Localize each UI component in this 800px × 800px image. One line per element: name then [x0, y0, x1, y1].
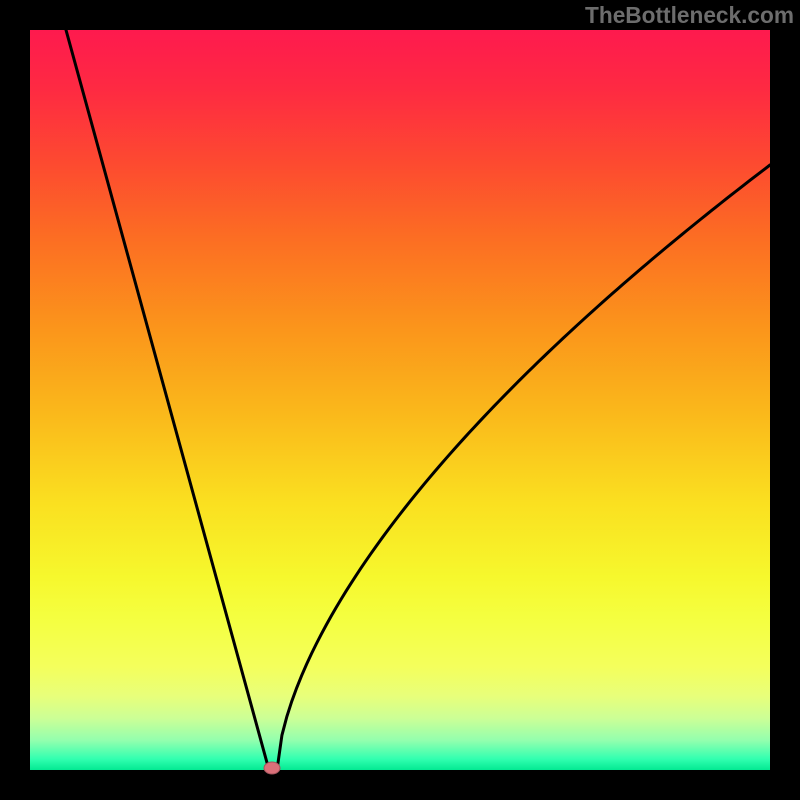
frame-right	[770, 0, 800, 800]
frame-left	[0, 0, 30, 800]
frame-bottom	[0, 770, 800, 800]
plot-background-gradient	[30, 30, 770, 770]
attribution-label: TheBottleneck.com	[585, 2, 794, 29]
figure-root: TheBottleneck.com	[0, 0, 800, 800]
